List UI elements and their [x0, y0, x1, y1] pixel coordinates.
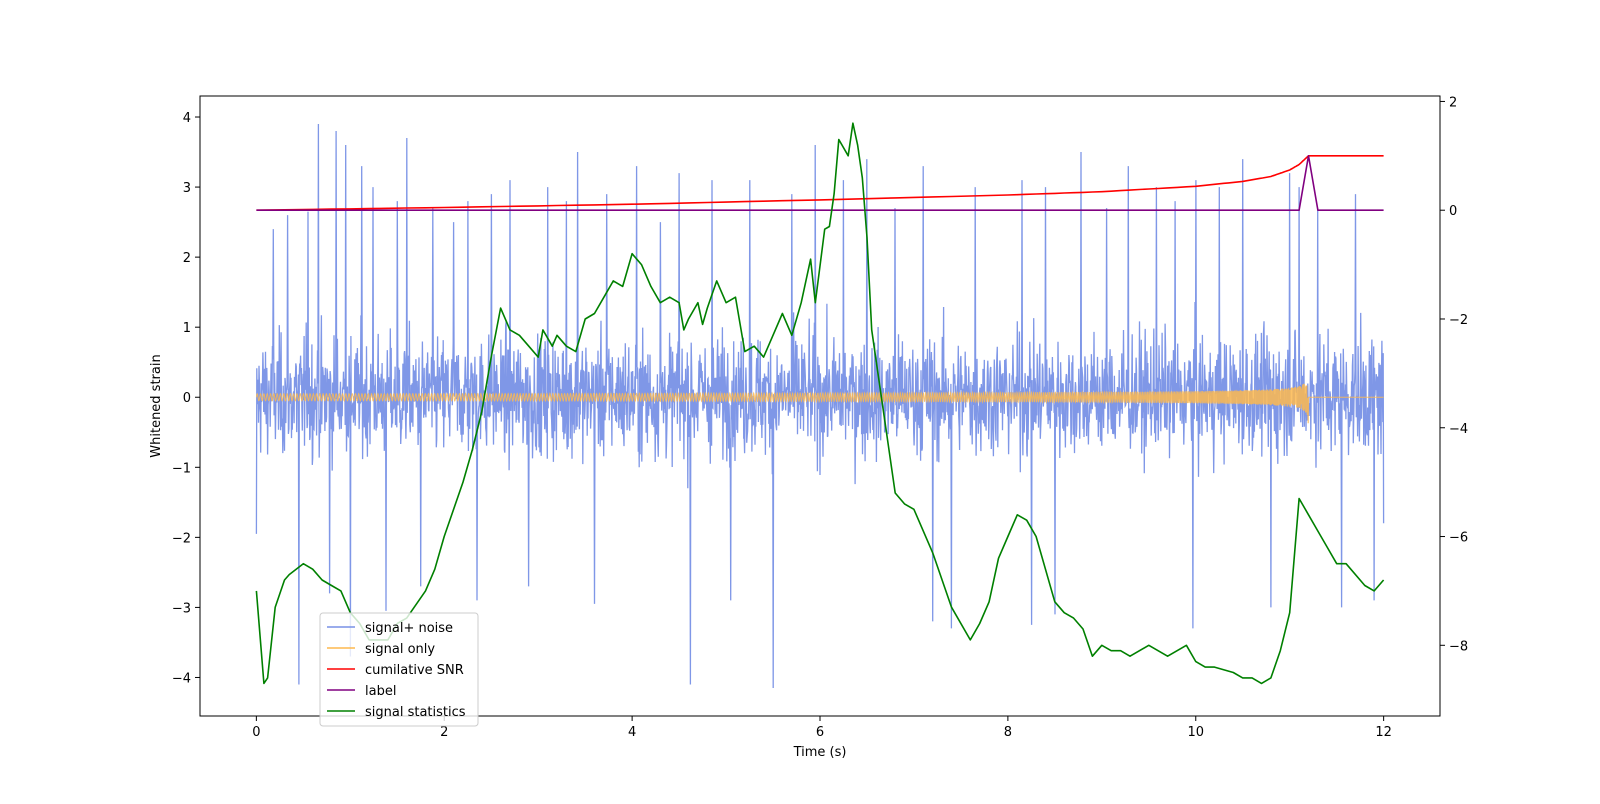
series-signal-statistics	[255, 122, 1385, 685]
y-axis-label: Whitened strain	[149, 354, 164, 457]
legend: signal+ noise signal only cumilative SNR la…	[319, 612, 479, 727]
y-tick-label: 1	[183, 321, 191, 336]
legend-item: signal+ noise	[327, 621, 453, 636]
x-axis-label: Time (s)	[793, 745, 847, 760]
series-signal-noise	[255, 123, 1385, 689]
x-tick-label: 12	[1375, 725, 1392, 740]
legend-box	[319, 612, 479, 727]
series-cumilative-snr	[256, 155, 1384, 211]
y-tick-label: −4	[172, 671, 191, 686]
x-tick-label: 0	[252, 725, 260, 740]
legend-label: label	[365, 684, 396, 699]
legend-label: cumilative SNR	[365, 663, 464, 678]
y-axis-right: −8 −6 −4 −2 0 2	[1440, 95, 1468, 654]
y2-tick-label: −8	[1449, 639, 1468, 654]
y2-tick-label: −4	[1449, 422, 1468, 437]
y2-tick-label: −2	[1449, 313, 1468, 328]
series-label	[256, 155, 1384, 211]
y-tick-label: 3	[183, 181, 191, 196]
x-tick-label: 4	[628, 725, 636, 740]
plot-area	[255, 122, 1385, 689]
y-tick-label: −3	[172, 601, 191, 616]
x-tick-label: 6	[816, 725, 824, 740]
series-signal-only	[255, 383, 1384, 424]
legend-label: signal only	[365, 642, 435, 657]
y-tick-label: −1	[172, 461, 191, 476]
legend-label: signal statistics	[365, 705, 466, 720]
y2-tick-label: 2	[1449, 95, 1457, 110]
x-tick-label: 8	[1004, 725, 1012, 740]
y-tick-label: 0	[183, 391, 191, 406]
y2-tick-label: −6	[1449, 531, 1468, 546]
y-axis-left: −4 −3 −2 −1 0 1 2 3 4	[172, 111, 200, 686]
y-tick-label: 2	[183, 251, 191, 266]
legend-item: signal only	[327, 642, 435, 657]
y-tick-label: 4	[183, 111, 191, 126]
y-tick-label: −2	[172, 531, 191, 546]
legend-item: signal statistics	[327, 705, 466, 720]
legend-item: label	[327, 684, 396, 699]
legend-item: cumilative SNR	[327, 663, 464, 678]
x-tick-label: 2	[440, 725, 448, 740]
x-tick-label: 10	[1187, 725, 1204, 740]
legend-label: signal+ noise	[365, 621, 453, 636]
y2-tick-label: 0	[1449, 204, 1457, 219]
